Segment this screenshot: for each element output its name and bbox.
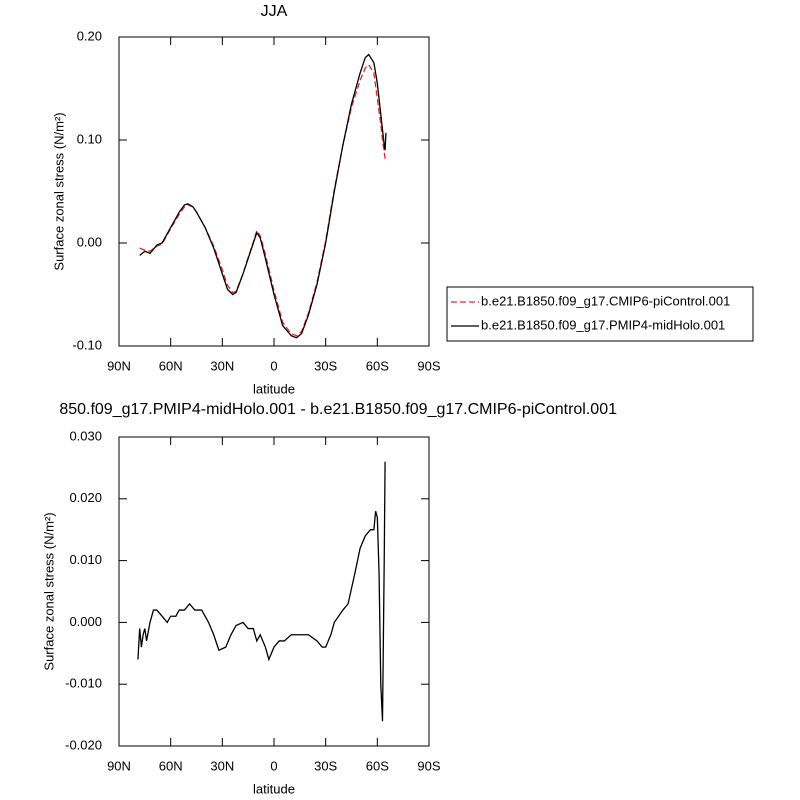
data-line <box>139 63 387 337</box>
x-tick-label: 60N <box>159 358 183 373</box>
x-tick-label: 0 <box>270 358 277 373</box>
data-line <box>137 461 386 722</box>
y-tick-label: 0.10 <box>77 131 102 146</box>
x-tick-label: 30S <box>314 358 337 373</box>
data-line <box>139 53 387 339</box>
x-tick-label: 30S <box>314 758 337 773</box>
x-tick-label: 60N <box>159 758 183 773</box>
chart-title: 850.f09_g17.PMIP4-midHolo.001 - b.e21.B1… <box>59 401 617 418</box>
y-tick-label: 0.000 <box>69 614 102 629</box>
y-tick-label: 0.030 <box>69 428 102 443</box>
x-tick-label: 90N <box>107 758 131 773</box>
y-tick-label: -0.020 <box>65 737 102 752</box>
x-axis-label: latitude <box>253 381 295 396</box>
y-tick-label: 0.00 <box>77 234 102 249</box>
y-axis-label: Surface zonal stress (N/m²) <box>41 512 56 670</box>
x-tick-label: 30N <box>210 758 234 773</box>
x-tick-label: 90S <box>417 758 440 773</box>
legend-label: b.e21.B1850.f09_g17.PMIP4-midHolo.001 <box>481 317 725 332</box>
legend-box <box>446 286 754 342</box>
chart-title: JJA <box>261 3 288 20</box>
x-tick-label: 0 <box>270 758 277 773</box>
y-tick-label: 0.010 <box>69 552 102 567</box>
y-tick-label: -0.010 <box>65 676 102 691</box>
plot-frame <box>118 36 430 347</box>
x-tick-label: 90S <box>417 358 440 373</box>
legend-label: b.e21.B1850.f09_g17.CMIP6-piControl.001 <box>481 293 730 308</box>
y-tick-label: -0.10 <box>72 337 102 352</box>
y-tick-label: 0.020 <box>69 490 102 505</box>
x-tick-label: 90N <box>107 358 131 373</box>
x-tick-label: 60S <box>366 758 389 773</box>
y-axis-label: Surface zonal stress (N/m²) <box>51 112 66 270</box>
x-tick-label: 30N <box>210 358 234 373</box>
plot-frame <box>118 436 430 747</box>
x-tick-label: 60S <box>366 358 389 373</box>
y-tick-label: 0.20 <box>77 28 102 43</box>
x-axis-label: latitude <box>253 781 295 796</box>
